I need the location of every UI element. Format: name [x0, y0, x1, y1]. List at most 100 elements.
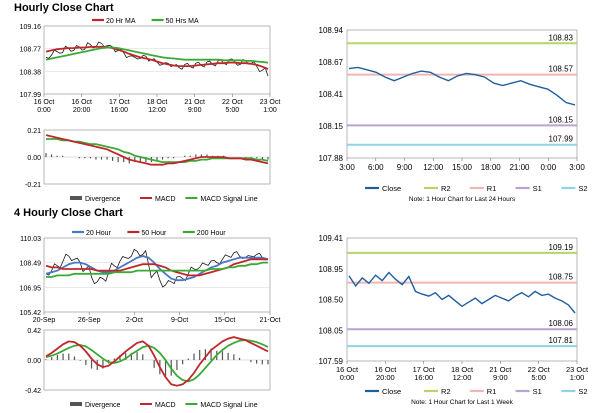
legend-label: S2	[578, 387, 587, 396]
legend-label: Divergence	[85, 196, 121, 203]
x-tick-label: 18 Oct	[451, 365, 474, 374]
x-tick-label: 22 Oct	[528, 365, 551, 374]
x-tick-label: 5:00	[531, 373, 546, 382]
y-tick-label: 107.99	[20, 92, 42, 99]
level-label-s2: 107.99	[549, 135, 574, 144]
x-tick-label: 6:00	[368, 163, 384, 172]
x-tick-label: 26-Sep	[78, 317, 101, 324]
y-tick-label: 109.16	[20, 24, 42, 31]
x-tick-label: 3:00	[569, 163, 585, 172]
y-tick-label: 107.88	[319, 154, 344, 163]
y-tick-label: 108.41	[319, 90, 344, 99]
x-tick-label: 16:00	[111, 107, 129, 114]
x-tick-label: 20-Sep	[33, 317, 56, 324]
x-tick-label: 17 Oct	[413, 365, 436, 374]
y-tick-label: -0.21	[25, 182, 41, 189]
x-tick-label: 21:00	[509, 163, 530, 172]
series-line-50-hrs-ma	[45, 46, 269, 64]
x-tick-label: 5:00	[226, 107, 240, 114]
chart-note: Note: 1 Hour Chart for Last 24 Hours	[409, 196, 516, 203]
y-tick-label: 0.21	[27, 128, 41, 135]
four-hourly-levels-chart: 109.41 108.95 108.50 108.05 107.59 109.19 108.…	[319, 234, 589, 406]
series-line-close	[348, 66, 576, 106]
y-tick-label: 108.50	[319, 296, 344, 305]
series-line-signal	[45, 339, 269, 383]
y-tick-label: 105.42	[20, 310, 42, 317]
y-tick-label: 109.41	[319, 234, 344, 243]
legend-label: 50 Hrs MA	[166, 18, 199, 25]
x-tick-label: 16 Oct	[34, 99, 55, 106]
legend-label: MACD Signal Line	[200, 196, 257, 203]
x-tick-label: 16 Oct	[71, 99, 92, 106]
level-label-s2: 107.81	[549, 336, 574, 345]
legend-label: S2	[578, 184, 587, 193]
four-hourly-section-title: 4 Hourly Close Chart	[14, 207, 123, 219]
series-line-50-hour	[45, 258, 268, 277]
hourly-section-title: Hourly Close Chart	[14, 2, 114, 14]
y-tick-label: 108.94	[319, 26, 344, 35]
x-tick-label: 17 Oct	[109, 99, 130, 106]
legend-label: MACD	[155, 196, 176, 203]
x-tick-label: 23 Oct	[260, 99, 281, 106]
y-tick-label: 108.77	[20, 47, 42, 54]
y-tick-label: 0.00	[27, 155, 41, 162]
x-tick-label: 15-Oct	[214, 317, 235, 324]
x-tick-label: 9-Oct	[171, 317, 188, 324]
y-tick-label: 0.42	[27, 328, 41, 335]
y-tick-label: 106.95	[20, 285, 42, 292]
level-label-r2: 109.19	[549, 243, 574, 252]
level-label-s1: 108.15	[549, 115, 574, 124]
level-label-r1: 108.75	[549, 273, 574, 282]
y-tick-label: 108.15	[319, 122, 344, 131]
hourly-price-chart: 109.16 108.77 108.38 107.99 20 Hr MA 50 Hrs M…	[20, 18, 281, 114]
x-tick-label: 1:00	[263, 107, 277, 114]
hourly-macd-chart: 0.21 0.00 -0.21 Divergence MACD MACD Signal L…	[25, 128, 271, 203]
legend-label: S1	[533, 387, 542, 396]
y-tick-label: 108.95	[319, 265, 344, 274]
chart-note: Note: 1 Hour Chart for Last 1 Week	[411, 399, 514, 406]
legend-label: Close	[382, 387, 401, 396]
x-tick-label: 3:00	[339, 163, 355, 172]
x-tick-label: 9:00	[188, 107, 202, 114]
y-tick-label: -0.42	[25, 388, 41, 395]
y-tick-label: 108.49	[20, 261, 42, 268]
y-tick-label: 108.67	[319, 58, 344, 67]
series-line-20-hr-ma	[45, 46, 269, 70]
hourly-levels-chart: 108.94 108.67 108.41 108.15 107.88 108.83 108.…	[319, 26, 588, 203]
four-hourly-price-chart: 110.03 108.49 106.95 105.42 20 Hour 50 Hour 20…	[20, 230, 281, 324]
x-tick-label: 15:00	[452, 163, 473, 172]
x-tick-label: 12:00	[148, 107, 166, 114]
four-hourly-macd-chart: 0.42 0.00 -0.42 Divergence MACD MACD Signal L…	[25, 328, 271, 409]
legend-label: MACD Signal Line	[200, 402, 257, 409]
series-line-200-hour	[46, 261, 268, 278]
legend-label: Close	[382, 184, 401, 193]
x-tick-label: 20:00	[376, 373, 395, 382]
legend-label: S1	[533, 184, 542, 193]
legend-label: R1	[487, 387, 497, 396]
legend-label: R1	[487, 184, 497, 193]
x-tick-label: 16 Oct	[336, 365, 359, 374]
x-tick-label: 0:00	[37, 107, 51, 114]
plot-frame	[346, 29, 578, 159]
x-tick-label: 21-Oct	[259, 317, 280, 324]
legend-label: R2	[441, 184, 451, 193]
level-label-r2: 108.83	[549, 33, 574, 42]
x-tick-label: 18 Oct	[147, 99, 168, 106]
x-tick-label: 0:00	[540, 163, 556, 172]
level-label-r1: 108.57	[549, 65, 574, 74]
legend-label: 20 Hour	[86, 230, 112, 237]
level-label-s1: 108.06	[549, 319, 574, 328]
x-tick-label: 12:00	[453, 373, 472, 382]
x-tick-label: 23 Oct	[566, 365, 589, 374]
legend-label: Divergence	[85, 402, 121, 409]
x-tick-label: 18:00	[481, 163, 502, 172]
legend-label: MACD	[155, 402, 176, 409]
x-tick-label: 16:00	[414, 373, 433, 382]
x-tick-label: 0:00	[340, 373, 355, 382]
x-tick-label: 21 Oct	[489, 365, 512, 374]
y-tick-label: 0.00	[27, 358, 41, 365]
y-tick-label: 110.03	[20, 236, 41, 243]
x-tick-label: 9:00	[397, 163, 413, 172]
series-line-close	[348, 271, 576, 314]
y-tick-label: 108.38	[20, 69, 42, 76]
